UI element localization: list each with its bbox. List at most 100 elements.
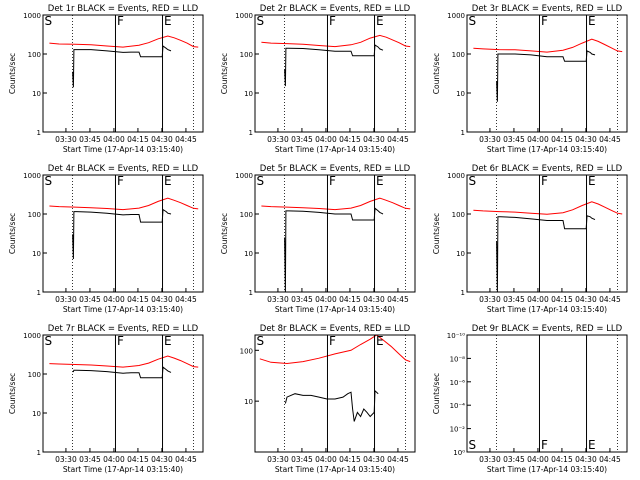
series-line bbox=[49, 35, 199, 48]
x-tick-label: 03:45 bbox=[291, 295, 313, 304]
chart-title: Det 5r BLACK = Events, RED = LLD bbox=[260, 164, 411, 174]
x-axis-label: Start Time (17-Apr-14 03:15:40) bbox=[63, 145, 183, 154]
y-tick-label: 100 bbox=[28, 371, 41, 379]
x-tick-label: 03:30 bbox=[479, 455, 501, 464]
marker-label-F: F bbox=[329, 334, 336, 348]
series-line bbox=[284, 44, 384, 87]
marker-label-E: E bbox=[588, 174, 596, 188]
series-line bbox=[284, 389, 379, 422]
marker-label-F: F bbox=[329, 174, 336, 188]
marker-label-S: S bbox=[469, 438, 477, 452]
marker-label-F: F bbox=[329, 14, 336, 28]
x-tick-label: 03:45 bbox=[291, 455, 313, 464]
y-axis-label: Counts/sec bbox=[220, 53, 229, 94]
series-line bbox=[49, 197, 199, 211]
y-axis-label: Counts/sec bbox=[432, 213, 441, 254]
plot-frame bbox=[42, 334, 204, 453]
marker-label-F: F bbox=[117, 334, 124, 348]
x-tick-label: 04:45 bbox=[599, 295, 621, 304]
y-tick-label: 10⁻² bbox=[450, 426, 466, 434]
x-axis-label: Start Time (17-Apr-14 03:15:40) bbox=[275, 465, 395, 474]
chart-title: Det 2r BLACK = Events, RED = LLD bbox=[260, 4, 411, 14]
series-line bbox=[261, 197, 411, 211]
series-group bbox=[49, 35, 199, 88]
series-group bbox=[473, 38, 623, 102]
x-tick-label: 04:15 bbox=[127, 135, 149, 144]
marker-label-E: E bbox=[376, 174, 384, 188]
y-tick-label: 10 bbox=[32, 410, 41, 418]
series-line bbox=[261, 34, 411, 48]
y-tick-label: 1000 bbox=[235, 12, 253, 20]
x-tick-label: 03:45 bbox=[503, 295, 525, 304]
x-tick-label: 04:30 bbox=[575, 135, 597, 144]
x-axis-label: Start Time (17-Apr-14 03:15:40) bbox=[487, 305, 607, 314]
x-tick-label: 04:00 bbox=[527, 135, 549, 144]
x-tick-label: 04:30 bbox=[575, 455, 597, 464]
y-tick-label: 1000 bbox=[447, 12, 465, 20]
marker-label-E: E bbox=[588, 14, 596, 28]
x-tick-label: 04:15 bbox=[551, 135, 573, 144]
marker-label-S: S bbox=[45, 174, 53, 188]
marker-label-S: S bbox=[469, 14, 477, 28]
y-tick-label: 1000 bbox=[23, 12, 41, 20]
plot-frame bbox=[42, 174, 204, 293]
y-axis-label: Counts/sec bbox=[220, 213, 229, 254]
y-tick-label: 1 bbox=[37, 129, 41, 137]
marker-label-F: F bbox=[117, 14, 124, 28]
y-tick-label: 1000 bbox=[235, 172, 253, 180]
chart-title: Det 3r BLACK = Events, RED = LLD bbox=[472, 4, 623, 14]
y-tick-label: 1 bbox=[249, 289, 253, 297]
x-tick-label: 04:00 bbox=[103, 455, 125, 464]
plot-frame bbox=[254, 174, 416, 293]
marker-label-E: E bbox=[376, 14, 384, 28]
x-tick-label: 04:15 bbox=[339, 135, 361, 144]
x-tick-label: 04:45 bbox=[387, 455, 409, 464]
series-line bbox=[259, 335, 411, 365]
series-line bbox=[496, 50, 596, 102]
x-tick-label: 03:45 bbox=[503, 455, 525, 464]
x-tick-label: 04:15 bbox=[339, 455, 361, 464]
y-tick-label: 10 bbox=[456, 250, 465, 258]
y-tick-label: 1000 bbox=[23, 332, 41, 340]
marker-label-F: F bbox=[117, 174, 124, 188]
x-tick-label: 03:30 bbox=[55, 135, 77, 144]
y-tick-label: 1 bbox=[461, 129, 465, 137]
x-axis-label: Start Time (17-Apr-14 03:15:40) bbox=[275, 145, 395, 154]
y-tick-label: 10 bbox=[32, 90, 41, 98]
x-tick-label: 04:00 bbox=[103, 295, 125, 304]
x-tick-label: 04:15 bbox=[551, 295, 573, 304]
marker-label-E: E bbox=[164, 14, 172, 28]
plot-frame bbox=[254, 334, 416, 453]
y-tick-label: 100 bbox=[240, 347, 253, 355]
x-tick-label: 04:00 bbox=[315, 455, 337, 464]
y-axis-label: Counts/sec bbox=[432, 373, 441, 414]
x-tick-label: 03:30 bbox=[55, 295, 77, 304]
y-tick-label: 1 bbox=[461, 289, 465, 297]
plot-frame bbox=[254, 14, 416, 133]
x-tick-label: 03:30 bbox=[267, 455, 289, 464]
x-tick-label: 04:30 bbox=[363, 455, 385, 464]
x-axis-label: Start Time (17-Apr-14 03:15:40) bbox=[487, 465, 607, 474]
x-tick-label: 04:15 bbox=[339, 295, 361, 304]
y-tick-label: 1 bbox=[249, 129, 253, 137]
y-tick-label: 10⁻⁸ bbox=[450, 355, 466, 363]
x-tick-label: 04:15 bbox=[127, 455, 149, 464]
marker-label-S: S bbox=[257, 14, 265, 28]
y-axis-label: Counts/sec bbox=[8, 213, 17, 254]
y-axis-label: Counts/sec bbox=[432, 53, 441, 94]
x-tick-label: 03:45 bbox=[79, 295, 101, 304]
plot-frame bbox=[42, 14, 204, 133]
marker-label-S: S bbox=[45, 14, 53, 28]
y-tick-label: 10 bbox=[244, 398, 253, 406]
series-line bbox=[72, 208, 172, 260]
marker-label-E: E bbox=[588, 438, 596, 452]
x-tick-label: 03:30 bbox=[479, 295, 501, 304]
series-line bbox=[72, 45, 172, 88]
chart-panel-9: Det 9r BLACK = Events, RED = LLD S F E 10⁰ 10… bbox=[432, 324, 628, 474]
x-tick-label: 03:30 bbox=[479, 135, 501, 144]
series-group bbox=[261, 34, 411, 87]
series-line bbox=[284, 207, 384, 292]
marker-label-S: S bbox=[257, 334, 265, 348]
